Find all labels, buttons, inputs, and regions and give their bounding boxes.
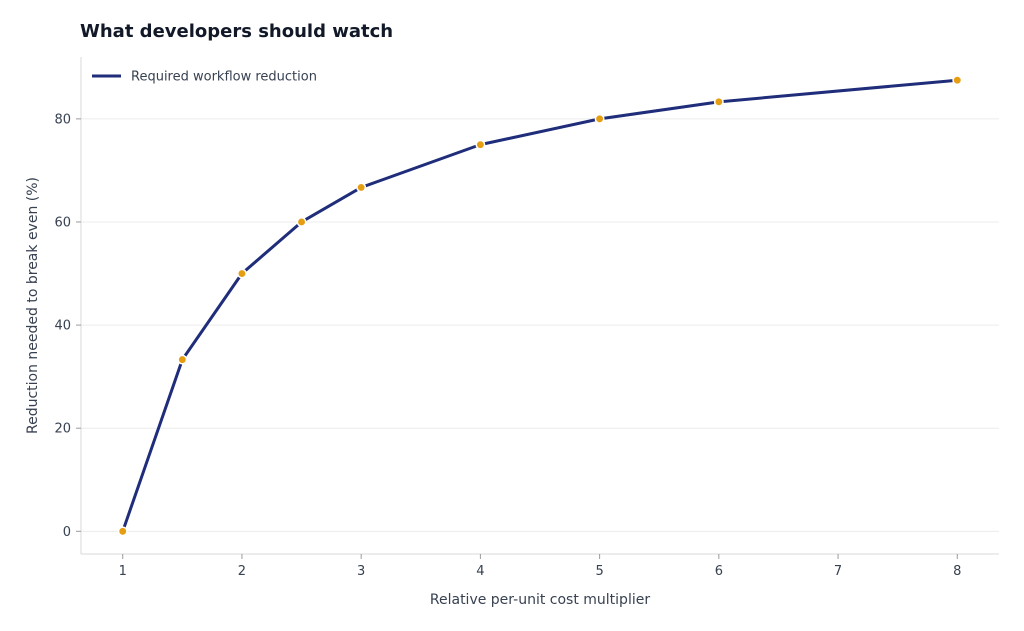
- y-axis-ticks: 0 20 40 60 80: [54, 112, 81, 540]
- legend-label: Required workflow reduction: [131, 70, 317, 85]
- y-tick-label: 0: [63, 525, 71, 540]
- x-tick-label: 7: [834, 564, 842, 579]
- data-point: [594, 113, 605, 124]
- chart-title: What developers should watch: [80, 21, 394, 42]
- y-tick-label: 20: [54, 422, 71, 437]
- y-tick-label: 60: [54, 215, 71, 230]
- x-tick-label: 8: [953, 564, 961, 579]
- legend: Required workflow reduction: [92, 70, 317, 85]
- data-point: [236, 268, 247, 279]
- series-line: [121, 78, 959, 533]
- x-tick-label: 5: [595, 564, 603, 579]
- grid-lines: [81, 118, 999, 532]
- x-tick-label: 4: [476, 564, 484, 579]
- x-tick-label: 2: [238, 564, 246, 579]
- axes: [80, 57, 999, 555]
- x-tick-label: 3: [357, 564, 365, 579]
- series-group: [117, 75, 963, 537]
- x-axis-ticks: 1 2 3 4 5 6 7 8: [119, 554, 961, 579]
- data-point: [177, 354, 188, 365]
- data-point: [952, 75, 963, 86]
- data-point: [117, 526, 128, 537]
- x-tick-label: 6: [715, 564, 723, 579]
- data-point: [475, 139, 486, 150]
- x-tick-label: 1: [119, 564, 127, 579]
- y-tick-label: 40: [54, 319, 71, 334]
- data-point: [296, 217, 307, 227]
- y-axis-title: Reduction needed to break even (%): [25, 177, 41, 434]
- y-tick-label: 80: [54, 112, 71, 127]
- data-point: [713, 96, 724, 107]
- data-point: [356, 182, 367, 193]
- x-axis-title: Relative per-unit cost multiplier: [430, 592, 650, 608]
